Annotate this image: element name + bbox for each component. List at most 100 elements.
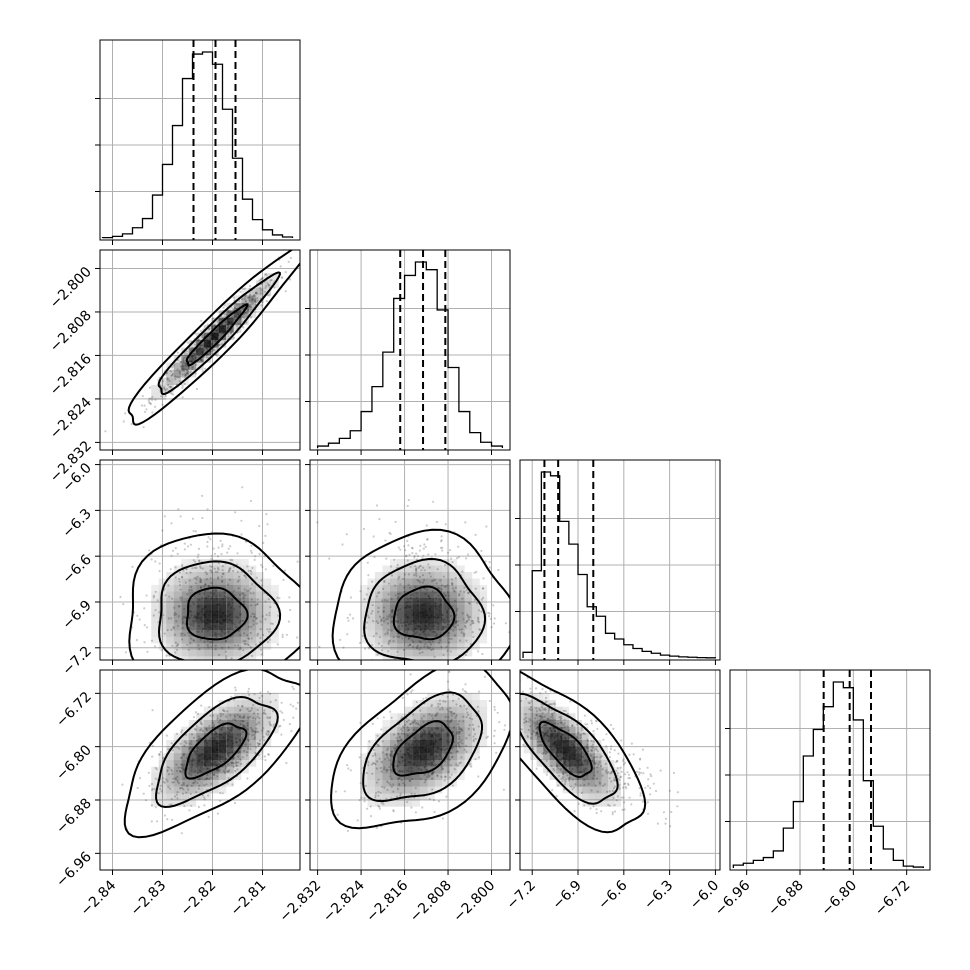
sample-point — [576, 723, 579, 726]
sample-point — [194, 728, 197, 731]
sample-point — [493, 708, 496, 711]
sample-point — [385, 618, 388, 621]
sample-point — [620, 796, 623, 799]
sample-point — [539, 740, 543, 743]
sample-point — [210, 646, 213, 649]
density-cell — [419, 656, 428, 660]
density-cell — [382, 565, 390, 572]
sample-point — [627, 777, 630, 780]
sample-point — [148, 549, 151, 552]
sample-point — [382, 716, 385, 719]
density-cell — [390, 780, 398, 787]
sample-point — [179, 632, 183, 635]
sample-point — [411, 721, 414, 724]
sample-point — [454, 599, 457, 602]
sample-point — [239, 708, 242, 712]
density-cell — [412, 720, 420, 727]
sample-point — [264, 600, 267, 603]
sample-point — [249, 615, 252, 618]
density-cell — [412, 760, 420, 767]
density-cell — [472, 726, 480, 734]
sample-point — [260, 304, 263, 307]
density-cell — [188, 773, 197, 780]
sample-point — [386, 622, 390, 625]
density-cell — [256, 713, 264, 720]
sample-point — [413, 556, 416, 559]
sample-point — [264, 712, 267, 716]
density-cell — [375, 733, 383, 740]
density-cell — [404, 611, 413, 618]
sample-point — [182, 783, 185, 786]
sample-point — [210, 571, 213, 574]
sample-point — [453, 590, 456, 593]
sample-point — [151, 398, 154, 401]
sample-point — [249, 592, 252, 595]
density-cell — [427, 591, 435, 598]
sample-point — [246, 747, 250, 750]
sample-point — [175, 620, 178, 623]
sample-point — [410, 806, 413, 809]
sample-point — [227, 309, 230, 312]
sample-point — [255, 727, 258, 730]
sample-point — [452, 699, 455, 702]
sample-point — [267, 640, 270, 644]
density-cell — [382, 617, 390, 624]
density-cell — [427, 611, 435, 618]
sample-point — [472, 727, 475, 730]
sample-point — [148, 397, 151, 400]
sample-point — [530, 700, 533, 703]
density-cell — [181, 753, 189, 760]
sample-point — [647, 778, 650, 781]
sample-point — [247, 296, 251, 299]
contour-level-2 — [127, 250, 300, 426]
sample-point — [176, 780, 179, 783]
sample-point — [243, 574, 246, 577]
density-cell — [241, 713, 249, 720]
density-cell — [218, 746, 227, 754]
sample-point — [266, 716, 269, 719]
sample-point — [627, 782, 630, 785]
density-cell — [464, 740, 473, 747]
sample-point — [198, 565, 202, 568]
sample-point — [170, 386, 173, 389]
sample-point — [377, 642, 380, 645]
density-cell — [382, 720, 390, 727]
sample-point — [469, 717, 472, 720]
sample-point — [188, 742, 191, 745]
sample-point — [201, 516, 204, 520]
sample-point — [249, 726, 253, 729]
density-cell — [181, 572, 189, 579]
sample-point — [346, 829, 349, 833]
sample-point — [223, 710, 226, 713]
sample-point — [194, 711, 198, 714]
sample-point — [292, 705, 295, 708]
sample-point — [597, 763, 600, 766]
density-cell — [248, 746, 257, 754]
sample-point — [571, 724, 574, 727]
sample-point — [398, 592, 401, 595]
density-cell — [188, 649, 197, 657]
sample-point — [250, 637, 253, 640]
sample-point — [203, 798, 206, 801]
sample-point — [378, 757, 381, 760]
sample-point — [591, 746, 594, 749]
sample-point — [197, 547, 201, 551]
sample-point — [468, 724, 471, 727]
sample-point — [594, 762, 597, 765]
sample-point — [199, 579, 202, 582]
sample-point — [267, 598, 270, 601]
sample-point — [155, 820, 159, 823]
sample-point — [613, 787, 616, 790]
density-cell — [427, 733, 435, 740]
sample-point — [292, 716, 295, 719]
density-cell — [427, 753, 435, 760]
sample-point — [363, 797, 366, 800]
density-cell — [158, 392, 167, 400]
sample-point — [201, 730, 204, 733]
sample-point — [588, 763, 591, 766]
sample-point — [616, 795, 620, 798]
sample-point — [455, 703, 458, 706]
sample-point — [237, 648, 241, 651]
sample-point — [540, 715, 543, 718]
sample-point — [609, 772, 612, 775]
